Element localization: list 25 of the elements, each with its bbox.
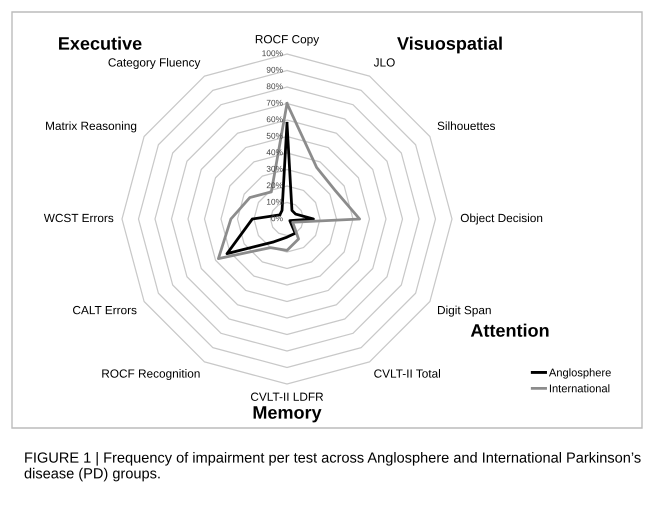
text: Executive — [59, 36, 142, 50]
text: Visuospatial — [397, 36, 502, 54]
spoke-label: Object Decision — [460, 213, 542, 225]
y-tick-label: 80% — [266, 83, 283, 90]
spoke-label: Category Fluency — [108, 58, 200, 69]
spoke-label: ROCF Recognition — [102, 369, 200, 380]
y-tick-label: 0% — [271, 215, 283, 222]
spoke-label: Matrix Reasoning — [46, 121, 136, 132]
spoke-label: CVLT-II LDFR — [250, 392, 324, 401]
spoke-label: Digit Span — [438, 306, 491, 317]
spoke-label: ROCF Copy — [256, 35, 320, 46]
caption: FIGURE 1 | Frequency of impairment per test across Anglosphere and International Parkinson’s disease (PD) groups. — [24, 452, 641, 482]
y-tick-label: 100% — [262, 50, 283, 56]
y-tick-label: 60% — [266, 116, 283, 122]
spoke-label: CVLT-II Total — [374, 369, 440, 378]
y-tick-label: 90% — [266, 66, 283, 73]
text: Attention — [470, 324, 548, 337]
legend-label: International — [550, 384, 610, 392]
spoke-label: CALT Errors — [73, 306, 137, 314]
text: Memory — [254, 406, 322, 422]
legend-label: Anglosphere — [548, 368, 611, 379]
spoke-label: Silhouettes — [438, 121, 496, 130]
spoke-label: JLO — [374, 58, 395, 67]
spoke-label: WCST Errors — [44, 214, 114, 222]
y-tick-label: 70% — [266, 100, 283, 106]
